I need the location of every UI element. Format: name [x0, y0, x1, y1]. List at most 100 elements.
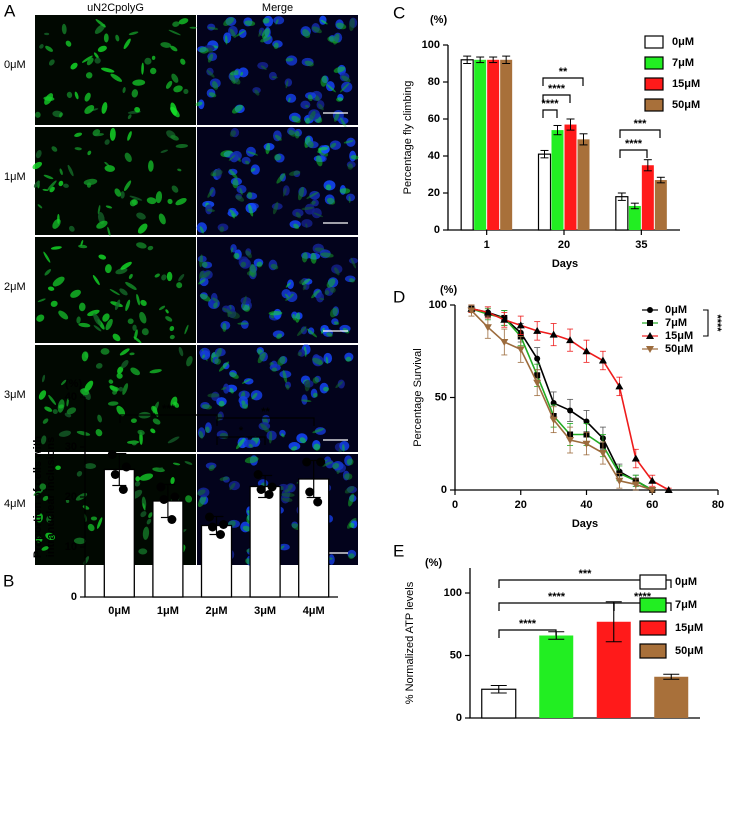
marker [500, 339, 509, 346]
cell [218, 400, 225, 407]
cell [185, 495, 193, 503]
cell [151, 55, 156, 60]
cell [114, 299, 121, 311]
cell [105, 264, 112, 274]
cell [313, 443, 321, 451]
cell [41, 546, 49, 551]
cell [274, 154, 282, 161]
y-tick-label: 0 [71, 591, 77, 603]
cell [137, 429, 145, 436]
cell [94, 23, 106, 34]
row-label: 4μM [4, 498, 26, 510]
cell [305, 223, 308, 228]
cell [147, 245, 154, 251]
cell [42, 495, 49, 501]
bar [539, 635, 574, 718]
y-tick-label: 100 [422, 39, 440, 51]
cell [207, 26, 219, 30]
cell [304, 60, 314, 67]
cell [232, 178, 239, 189]
cell [265, 143, 271, 155]
row-label: 2μM [4, 281, 26, 293]
cell [330, 142, 337, 148]
cell [95, 429, 103, 437]
legend-label: 15μM [672, 78, 700, 90]
legend-label: 50μM [675, 645, 703, 657]
cell [80, 388, 90, 396]
unit-label: (%) [425, 557, 442, 569]
nucleus [244, 439, 256, 449]
cell [130, 367, 141, 376]
cell [302, 29, 311, 38]
cell [305, 117, 311, 124]
legend-label: 50μM [665, 343, 693, 355]
cell [151, 405, 158, 413]
cell [158, 213, 166, 225]
cell [43, 174, 54, 180]
cell [239, 188, 243, 195]
cell [93, 313, 101, 326]
cell [122, 86, 126, 94]
cell [70, 62, 78, 70]
significance-label: ** [261, 406, 270, 418]
cell [68, 225, 75, 232]
cell [129, 352, 135, 356]
nucleus [229, 152, 239, 163]
marker [549, 416, 558, 424]
cell [148, 512, 153, 518]
cell [279, 545, 285, 550]
panel-label: B [3, 571, 14, 590]
cell [350, 155, 359, 160]
significance-bracket [619, 129, 661, 138]
cell [52, 276, 65, 287]
cell [197, 489, 206, 496]
marker [631, 454, 640, 462]
cell [36, 314, 45, 322]
cell [44, 406, 53, 412]
y-axis-label: Percentage Survival [412, 348, 424, 446]
cell [142, 526, 150, 540]
cell [59, 168, 63, 176]
nucleus [287, 279, 294, 290]
cell [169, 325, 175, 332]
cell [121, 359, 129, 369]
significance-label: **** [541, 98, 559, 110]
cell [285, 80, 289, 89]
cell [288, 129, 296, 137]
panel-label: C [393, 3, 405, 22]
cell [39, 483, 47, 490]
marker [566, 437, 575, 445]
significance-bracket [542, 94, 571, 103]
cell [48, 59, 55, 66]
micrograph [35, 345, 196, 452]
cell [210, 169, 223, 177]
legend-swatch [644, 77, 664, 91]
cell [58, 180, 64, 187]
cell [48, 394, 57, 405]
bar [577, 139, 590, 230]
nucleus [243, 378, 254, 385]
cell [61, 379, 67, 386]
cell [127, 114, 132, 120]
cell [229, 209, 237, 217]
cell [63, 183, 69, 188]
marker [615, 477, 624, 485]
cell [235, 30, 246, 37]
cell [223, 17, 235, 27]
significance-label: **** [625, 138, 643, 150]
cell [222, 307, 233, 315]
cell [175, 198, 187, 206]
cell [66, 91, 73, 99]
panel-label: E [393, 541, 404, 560]
nucleus [273, 16, 285, 25]
legend-marker [646, 332, 654, 339]
cell [235, 195, 245, 202]
cell [233, 252, 240, 259]
data-point [156, 482, 166, 492]
cell [130, 418, 137, 423]
cell [348, 195, 351, 204]
cell [140, 299, 147, 306]
cell [333, 321, 340, 325]
cell [136, 242, 147, 249]
